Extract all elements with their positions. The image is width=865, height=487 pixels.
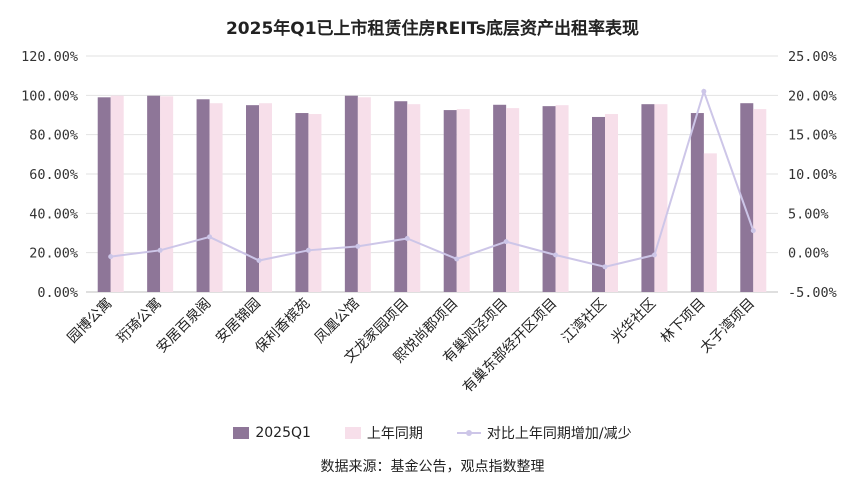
legend-swatch-previous (344, 427, 361, 439)
x-category-label: 安居锦园 (212, 295, 264, 347)
bar-previous-year (456, 109, 470, 292)
chart-legend: 2025Q1 上年同期 对比上年同期增加/减少 (0, 423, 865, 443)
x-category-label: 林下项目 (658, 296, 709, 347)
x-category-label: 园博公寓 (64, 295, 116, 347)
y-left-tick-label: 120.00% (21, 49, 78, 65)
y-left-tick-label: 100.00% (21, 88, 78, 104)
bar-previous-year (308, 114, 322, 293)
bar-2025q1 (740, 103, 754, 292)
bar-2025q1 (394, 101, 408, 292)
bar-previous-year (555, 105, 569, 293)
point-change (602, 264, 608, 270)
bar-previous-year (654, 104, 668, 292)
point-change (454, 256, 460, 262)
chart-title: 2025年Q1已上市租赁住房REITs底层资产出租率表现 (225, 19, 640, 39)
bar-previous-year (209, 103, 223, 292)
bar-previous-year (703, 153, 717, 292)
legend-item-previous: 上年同期 (344, 423, 423, 443)
x-category-label: 凤凰公馆 (312, 296, 363, 347)
y-left-tick-label: 0.00% (37, 285, 78, 301)
x-category-label: 光华社区 (608, 296, 659, 347)
bar-previous-year (357, 97, 371, 292)
bar-2025q1 (592, 116, 605, 292)
bar-previous-year (110, 95, 124, 292)
y-right-tick-label: 20.00% (788, 88, 837, 104)
point-change (157, 247, 163, 253)
bar-previous-year (259, 103, 272, 292)
y-right-tick-label: 5.00% (788, 206, 829, 222)
legend-swatch-change (456, 430, 481, 436)
point-change (207, 234, 213, 240)
x-category-label: 珩琦公寓 (113, 295, 165, 347)
bar-previous-year (407, 104, 421, 292)
y-left-tick-label: 80.00% (29, 128, 78, 144)
line-change-series (110, 88, 755, 268)
bar-previous-year (160, 96, 174, 292)
y-right-tick-label: 10.00% (788, 167, 837, 183)
bar-2025q1 (443, 110, 457, 292)
point-change (355, 243, 361, 249)
x-category-label: 江湾社区 (558, 295, 610, 347)
bar-2025q1 (246, 105, 259, 293)
legend-label-previous: 上年同期 (366, 426, 423, 442)
bar-2025q1 (344, 95, 358, 292)
y-right-tick-label: -5.00% (788, 285, 837, 301)
bar-2025q1 (196, 99, 210, 293)
point-change (750, 228, 756, 234)
y-right-tick-label: 15.00% (788, 128, 837, 144)
bar-2025q1 (641, 104, 655, 292)
bar-2025q1 (542, 106, 556, 293)
source-note: 数据来源：基金公告，观点指数整理 (320, 459, 545, 475)
y-left-tick-label: 40.00% (29, 206, 78, 222)
point-change (701, 88, 707, 94)
bar-2025q1 (147, 95, 161, 292)
point-change (256, 258, 262, 264)
point-change (651, 252, 657, 258)
y-left-tick-label: 60.00% (29, 167, 78, 183)
bar-2025q1 (493, 104, 507, 292)
legend-swatch-current (233, 427, 250, 439)
x-category-label: 有巢东部经开区项目 (460, 296, 560, 396)
point-change (503, 239, 509, 245)
point-change (404, 236, 410, 242)
legend-item-change: 对比上年同期增加/减少 (456, 423, 632, 443)
legend-label-change: 对比上年同期增加/减少 (486, 426, 632, 442)
point-change (553, 252, 559, 258)
legend-item-current: 2025Q1 (233, 425, 311, 441)
bar-2025q1 (295, 113, 309, 293)
bar-2025q1 (97, 97, 111, 292)
y-left-tick-label: 20.00% (29, 246, 78, 262)
y-right-tick-label: 0.00% (788, 246, 829, 262)
point-change (305, 247, 311, 253)
y-right-tick-label: 25.00% (788, 49, 837, 65)
legend-label-current: 2025Q1 (255, 425, 311, 441)
bar-previous-year (506, 108, 520, 292)
bar-2025q1 (690, 113, 704, 293)
bar-previous-year (605, 114, 618, 293)
point-change (108, 254, 114, 260)
bar-previous-year (753, 109, 767, 292)
